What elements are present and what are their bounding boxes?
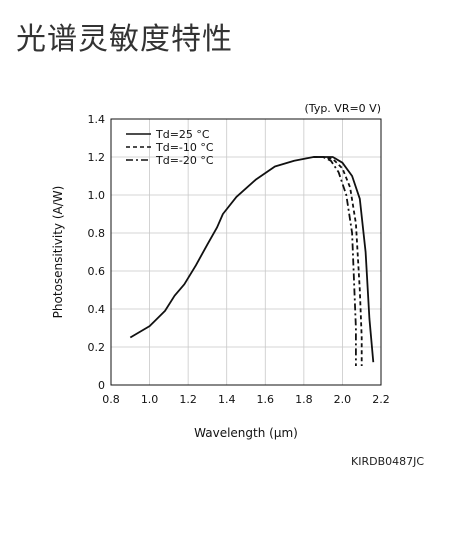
figure-code: KIRDB0487JC	[351, 455, 425, 468]
legend-label: Td=-20 °C	[155, 154, 214, 167]
y-tick-labels: 0 0.2 0.4 0.6 0.8 1.0 1.2 1.4	[88, 113, 106, 392]
y-tick-label: 0.6	[88, 265, 106, 278]
grid	[110, 118, 382, 386]
condition-annotation: (Typ. VR=0 V)	[305, 102, 381, 115]
legend: Td=25 °CTd=-10 °CTd=-20 °C	[126, 128, 214, 167]
series-line-solid	[129, 156, 375, 363]
legend-label: Td=25 °C	[155, 128, 210, 141]
x-tick-label: 1.6	[257, 393, 275, 406]
y-tick-label: 0.2	[88, 341, 106, 354]
y-axis-label: Photosensitivity (A/W)	[51, 186, 65, 319]
x-tick-label: 1.8	[295, 393, 313, 406]
y-tick-label: 1.0	[88, 189, 106, 202]
page-title: 光谱灵敏度特性	[16, 22, 233, 57]
y-tick-label: 0.4	[88, 303, 106, 316]
y-tick-label: 0.8	[88, 227, 106, 240]
x-tick-label: 2.0	[334, 393, 352, 406]
plot-frame	[110, 118, 382, 386]
x-tick-label: 2.2	[372, 393, 390, 406]
series-line-dashed	[313, 156, 363, 366]
y-tick-label: 0	[98, 379, 105, 392]
x-tick-label: 1.0	[141, 393, 159, 406]
x-tick-label: 1.2	[179, 393, 197, 406]
x-tick-label: 1.4	[218, 393, 236, 406]
x-tick-labels: 0.8 1.0 1.2 1.4 1.6 1.8 2.0 2.2	[102, 393, 390, 406]
y-tick-label: 1.2	[88, 151, 106, 164]
series-lines	[129, 156, 375, 366]
legend-label: Td=-10 °C	[155, 141, 214, 154]
x-axis-label: Wavelength (μm)	[194, 426, 298, 440]
series-line-dashdot	[313, 156, 357, 366]
y-tick-label: 1.4	[88, 113, 106, 126]
x-tick-label: 0.8	[102, 393, 120, 406]
